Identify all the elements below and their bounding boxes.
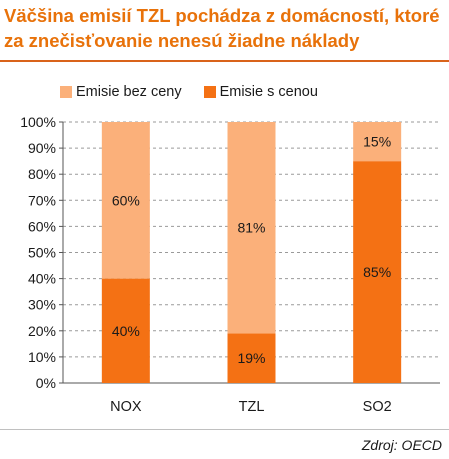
y-tick-label: 30%	[28, 297, 56, 313]
chart-legend: Emisie bez ceny Emisie s cenou	[60, 82, 340, 102]
footer-divider	[0, 429, 449, 430]
bar-nox-series-0	[101, 278, 150, 383]
chart-title-line1: Väčšina emisií TZL pochádza z domácností…	[4, 5, 440, 26]
y-tick-label: 70%	[28, 192, 56, 208]
chart-title-line2: za znečisťovanie nenesú žiadne náklady	[4, 30, 360, 51]
bar-nox-series-1	[101, 122, 150, 279]
y-tick-label: 100%	[20, 114, 56, 130]
data-label: 81%	[237, 220, 265, 236]
bar-tzl-series-0	[227, 333, 276, 383]
data-label: 40%	[112, 323, 140, 339]
data-label: 19%	[237, 350, 265, 366]
y-tick-label: 80%	[28, 166, 56, 182]
y-tick-label: 10%	[28, 349, 56, 365]
legend-swatch-s-cenou	[203, 86, 216, 98]
data-label: 60%	[112, 192, 140, 208]
data-label: 85%	[363, 264, 391, 280]
legend-item-bez-ceny: Emisie bez ceny	[60, 84, 182, 100]
y-tick-label: 0%	[36, 375, 56, 391]
legend-item-s-cenou: Emisie s cenou	[203, 84, 318, 100]
bar-so2-series-0	[353, 161, 402, 383]
y-tick-label: 50%	[28, 245, 56, 261]
y-tick-label: 40%	[28, 271, 56, 287]
title-divider	[0, 60, 449, 62]
y-tick-label: 60%	[28, 218, 56, 234]
y-tick-label: 90%	[28, 140, 56, 156]
y-tick-label: 20%	[28, 323, 56, 339]
x-tick-label: NOX	[110, 399, 142, 415]
x-tick-label: TZL	[239, 399, 265, 415]
source-note: Zdroj: OECD	[361, 437, 442, 453]
bar-tzl-series-1	[227, 122, 276, 334]
legend-label-s-cenou: Emisie s cenou	[219, 84, 318, 100]
bar-so2-series-1	[353, 122, 402, 162]
legend-swatch-bez-ceny	[60, 86, 72, 98]
chart-title: Väčšina emisií TZL pochádza z domácností…	[4, 3, 448, 53]
x-tick-label: SO2	[363, 399, 392, 415]
legend-label-bez-ceny: Emisie bez ceny	[76, 84, 182, 100]
data-label: 15%	[363, 134, 391, 150]
